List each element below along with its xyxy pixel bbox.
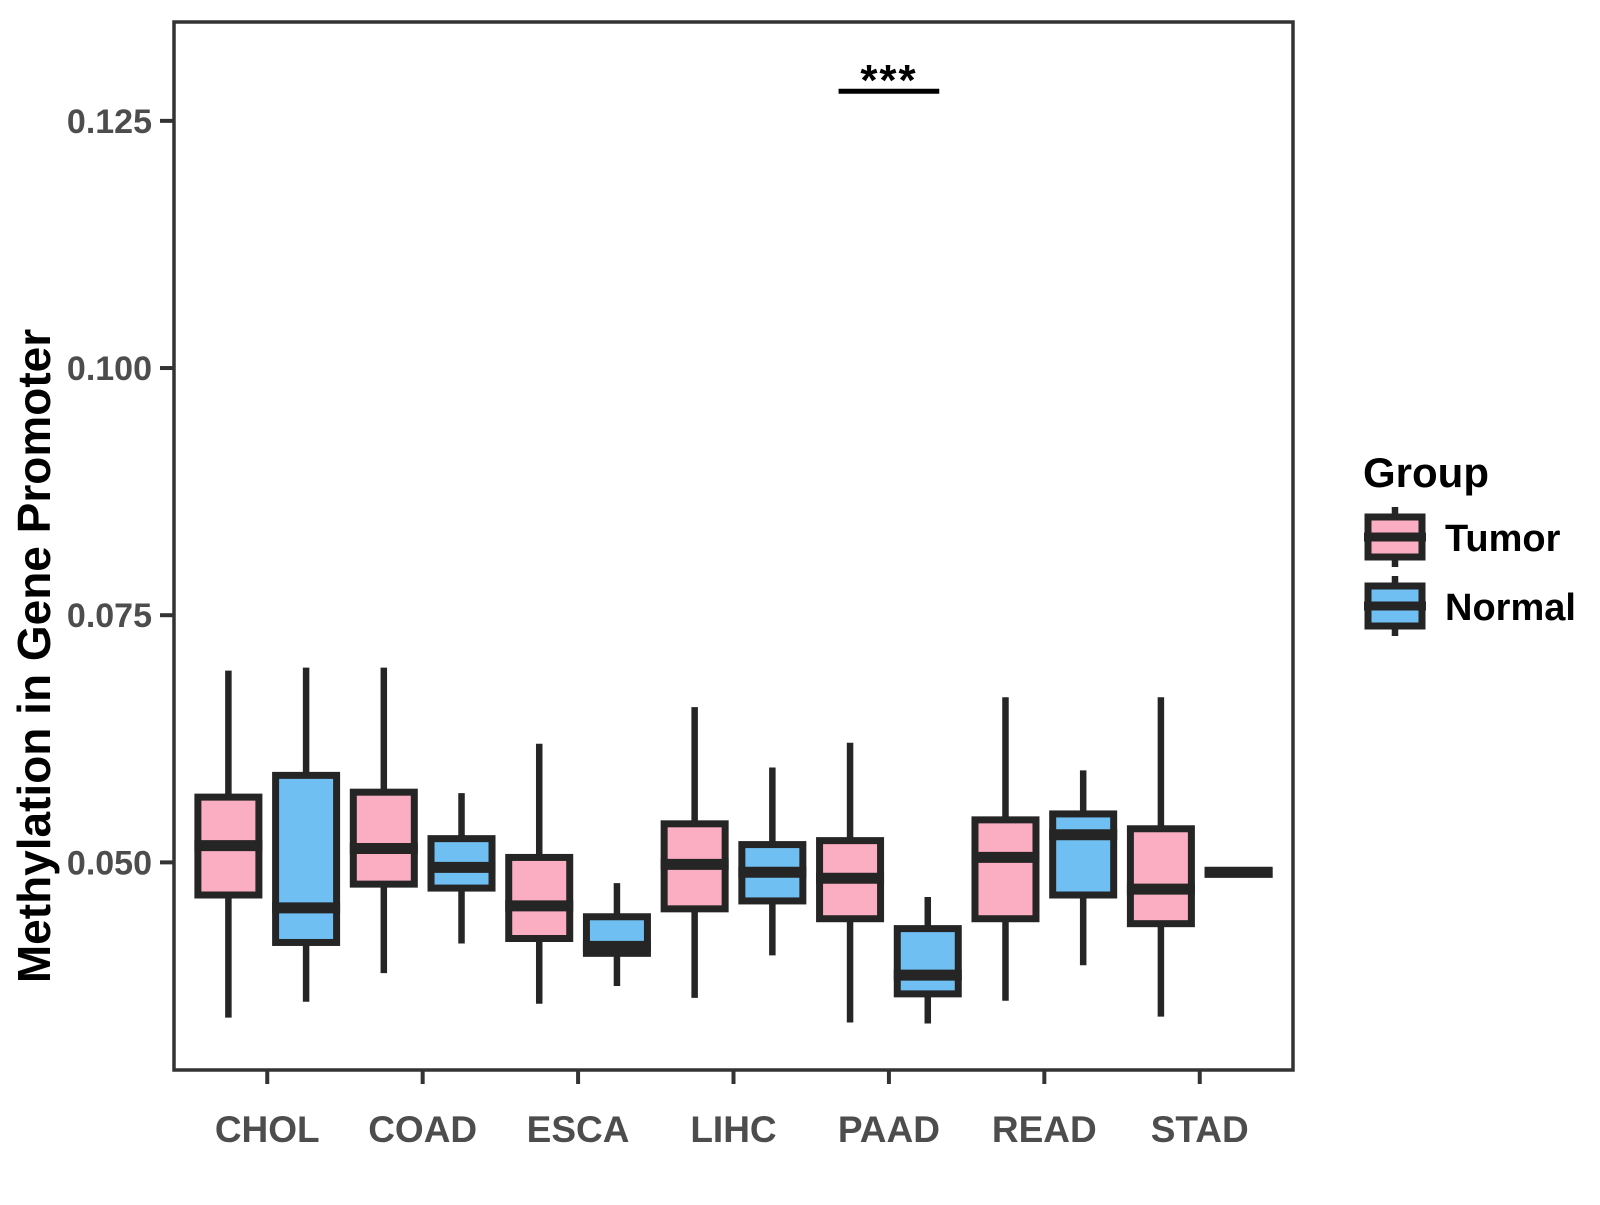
y-tick-label-0.100: 0.100 bbox=[67, 350, 152, 388]
box-tumor-paad bbox=[816, 742, 885, 1023]
legend: Group Tumor Normal bbox=[1363, 449, 1576, 636]
panel-border bbox=[172, 20, 1295, 1072]
y-tick-label-0.050: 0.050 bbox=[67, 844, 152, 882]
box-normal-chol bbox=[272, 667, 341, 1002]
box-tumor-stad bbox=[1126, 697, 1195, 1017]
iqr-box-normal-read bbox=[1049, 810, 1118, 899]
iqr-box-tumor-stad bbox=[1126, 825, 1195, 928]
box-normal-read bbox=[1049, 770, 1118, 966]
iqr-box-tumor-coad bbox=[349, 788, 418, 888]
boxplot-layer bbox=[194, 667, 1273, 1024]
box-tumor-lihc bbox=[660, 707, 729, 998]
box-tumor-chol bbox=[194, 670, 263, 1018]
box-normal-coad bbox=[427, 793, 496, 944]
box-tumor-read bbox=[971, 697, 1040, 1001]
legend-title: Group bbox=[1363, 449, 1489, 496]
box-normal-stad bbox=[1204, 866, 1273, 878]
x-category-label-STAD: STAD bbox=[1151, 1109, 1249, 1150]
x-category-label-COAD: COAD bbox=[368, 1109, 477, 1150]
y-axis-title: Methylation in Gene Promoter bbox=[8, 329, 60, 983]
iqr-box-tumor-read bbox=[971, 816, 1040, 923]
box-normal-paad bbox=[893, 896, 962, 1024]
legend-label-normal: Normal bbox=[1445, 587, 1576, 629]
box-normal-esca bbox=[582, 883, 651, 986]
box-normal-lihc bbox=[738, 767, 807, 956]
y-tick-label-0.075: 0.075 bbox=[67, 597, 152, 635]
legend-key-tumor bbox=[1364, 507, 1426, 567]
x-category-label-ESCA: ESCA bbox=[527, 1109, 630, 1150]
y-tick-label-0.125: 0.125 bbox=[67, 103, 152, 141]
box-tumor-esca bbox=[505, 743, 574, 1004]
box-tumor-coad bbox=[349, 667, 418, 974]
legend-key-normal bbox=[1364, 576, 1426, 636]
iqr-box-tumor-esca bbox=[505, 853, 574, 943]
iqr-box-normal-chol bbox=[272, 771, 341, 946]
iqr-box-normal-paad bbox=[893, 925, 962, 998]
x-category-label-CHOL: CHOL bbox=[215, 1109, 320, 1150]
legend-label-tumor: Tumor bbox=[1445, 518, 1561, 560]
x-category-label-READ: READ bbox=[992, 1109, 1097, 1150]
plot-panel bbox=[172, 20, 1295, 1072]
x-category-label-PAAD: PAAD bbox=[838, 1109, 940, 1150]
axes-layer: 0.050 0.075 0.100 0.125 CHOL COAD ESCA LIHC PAAD… bbox=[67, 103, 1249, 1150]
x-category-label-LIHC: LIHC bbox=[690, 1109, 776, 1150]
significance-stars: *** bbox=[860, 56, 917, 105]
